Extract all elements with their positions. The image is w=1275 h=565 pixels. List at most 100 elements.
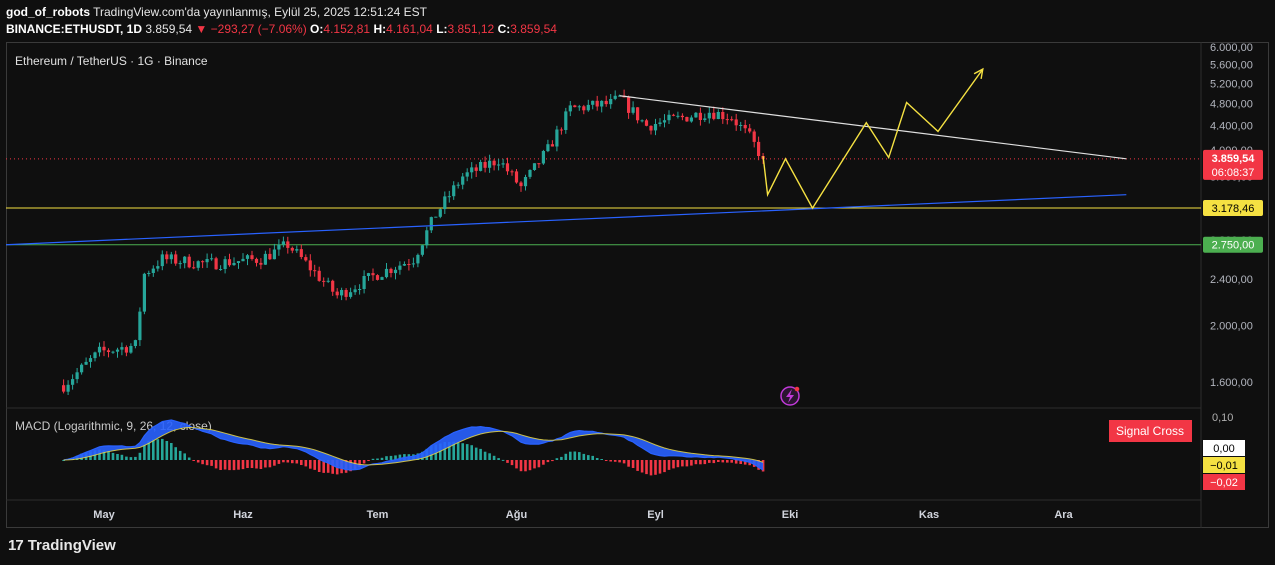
time-tick-label: May — [93, 509, 115, 521]
candle-body — [331, 280, 335, 292]
histogram-bar — [183, 453, 186, 460]
candle-body — [546, 144, 550, 152]
histogram-bar — [528, 460, 532, 471]
histogram-bar — [524, 460, 527, 472]
candle-body — [71, 379, 75, 385]
candle-body — [712, 112, 716, 119]
histogram-bar — [380, 457, 384, 460]
descending-trendline[interactable] — [619, 95, 1127, 160]
candle-body — [470, 167, 474, 173]
candle-body — [160, 254, 164, 267]
candle-body — [366, 273, 371, 276]
candle-body — [174, 254, 178, 264]
histogram-bar — [672, 460, 675, 469]
projection-path[interactable] — [762, 68, 984, 210]
candle-body — [210, 258, 214, 260]
histogram-bar — [367, 460, 370, 461]
histogram-bar — [389, 455, 393, 460]
macd-badge-signal: −0,01 — [1210, 460, 1238, 472]
signal-cross-label[interactable]: Signal Cross — [1109, 420, 1192, 442]
publisher-name: god_of_robots — [6, 5, 90, 19]
candle-body — [523, 177, 528, 187]
candle-body — [555, 129, 559, 147]
histogram-bar — [645, 460, 648, 475]
histogram-bar — [564, 453, 568, 460]
level-2-badge-value: 2.750,00 — [1212, 240, 1255, 252]
candle-body — [142, 273, 146, 312]
candle-body — [80, 364, 84, 373]
histogram-bar — [609, 460, 612, 462]
histogram-bar — [627, 460, 630, 467]
histogram-bar — [300, 460, 303, 465]
histogram-bar — [62, 460, 65, 461]
candle-body — [739, 125, 743, 126]
histogram-bar — [282, 460, 285, 463]
candle-body — [537, 163, 541, 165]
candle-body — [519, 182, 523, 187]
candle-body — [716, 112, 720, 119]
candle-body — [483, 162, 487, 168]
histogram-bar — [492, 455, 496, 460]
candle-body — [411, 263, 415, 265]
low-value: 3.851,12 — [447, 22, 495, 36]
time-tick-label: Haz — [233, 509, 253, 521]
candle-body — [564, 111, 568, 130]
close-label: C: — [497, 22, 511, 36]
histogram-bar — [699, 460, 702, 465]
candle-body — [595, 100, 599, 107]
candle-body — [501, 163, 505, 165]
histogram-bar — [250, 460, 254, 468]
candle-body — [474, 167, 478, 171]
histogram-bar — [604, 460, 608, 461]
histogram-bar — [595, 458, 599, 460]
macd-axis-top: 0,10 — [1212, 412, 1233, 424]
histogram-bar — [102, 450, 106, 460]
candle-body — [214, 258, 218, 270]
candle-body — [286, 241, 290, 248]
histogram-bar — [560, 456, 563, 460]
histogram-bar — [232, 460, 236, 471]
candle-body — [492, 160, 496, 166]
tradingview-footer: 17 TradingView — [8, 537, 116, 554]
candle-body — [196, 261, 200, 268]
histogram-bar — [618, 460, 621, 463]
histogram-bar — [506, 460, 509, 463]
publish-info: god_of_robots TradingView.com'da yayınla… — [6, 5, 427, 19]
lightning-icon[interactable] — [780, 386, 800, 406]
time-tick-label: Tem — [367, 509, 389, 521]
candle-body — [528, 170, 532, 177]
candle-body — [488, 160, 492, 168]
histogram-bar — [591, 455, 594, 460]
histogram-bar — [551, 460, 554, 462]
candle-body — [703, 118, 707, 120]
candle-body — [653, 124, 658, 131]
macd-badge-hist: −0,02 — [1210, 477, 1238, 489]
price-tick-label: 1.600,00 — [1210, 377, 1253, 389]
candle-body — [326, 280, 330, 282]
tradingview-logo-icon: 17 — [8, 537, 24, 554]
histogram-bar — [465, 444, 469, 460]
candle-body — [586, 104, 590, 111]
histogram-bar — [703, 460, 707, 465]
histogram-bar — [143, 445, 146, 460]
rising-trendline[interactable] — [5, 194, 1127, 246]
candle-body — [375, 275, 380, 280]
histogram-bar — [461, 443, 464, 460]
time-tick-label: Kas — [919, 509, 939, 521]
candle-body — [667, 114, 671, 121]
time-tick-label: Eki — [782, 509, 799, 521]
histogram-bar — [219, 460, 222, 470]
candle-body — [730, 119, 734, 121]
histogram-bar — [685, 460, 689, 467]
histogram-bar — [291, 460, 294, 464]
histogram-bar — [569, 451, 572, 460]
time-axis[interactable]: May Haz Tem Ağu Eyl Eki Kas Ara — [93, 509, 1073, 521]
price-tick-label: 4.800,00 — [1210, 99, 1253, 111]
candle-body — [465, 172, 469, 177]
price-tick-label: 5.200,00 — [1210, 78, 1253, 90]
level-2-badge: 2.750,00 — [1203, 236, 1263, 253]
candle-body — [268, 253, 272, 260]
histogram-bar — [187, 457, 191, 460]
candle-body — [757, 141, 761, 156]
